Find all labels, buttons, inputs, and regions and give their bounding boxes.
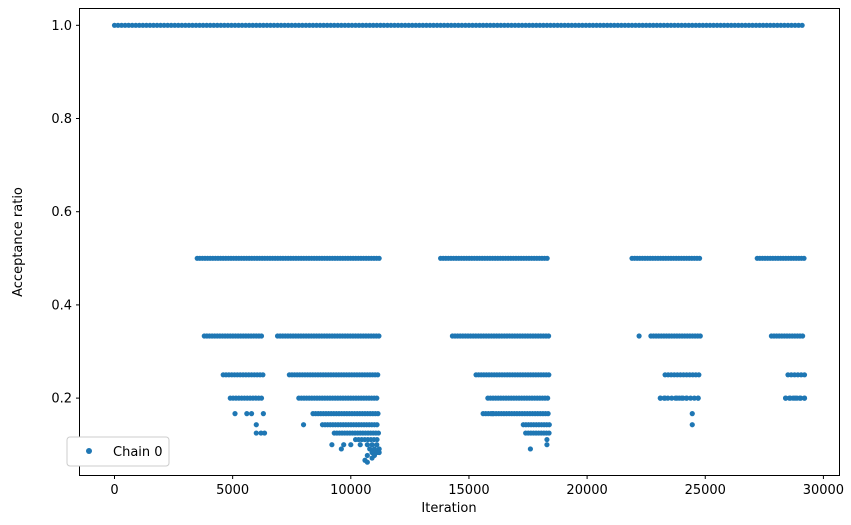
data-point [546, 422, 552, 428]
y-axis-ticks: 0.2 0.4 0.6 0.8 1.0 [51, 19, 80, 407]
data-point [546, 430, 552, 436]
data-point [348, 442, 354, 448]
data-point [374, 442, 380, 448]
legend-box [66, 436, 170, 467]
data-point [369, 442, 375, 448]
data-point [545, 333, 552, 339]
data-point [674, 395, 680, 401]
data-point [544, 255, 550, 261]
y-tick-label: 0.6 [51, 205, 72, 220]
x-axis-ticks: 0 5000 10000 15000 20000 25000 30000 [110, 475, 844, 498]
data-point [527, 446, 533, 452]
data-point [375, 411, 381, 417]
data-point [636, 333, 642, 339]
data-point [253, 422, 259, 428]
data-point [801, 255, 807, 261]
data-point [688, 395, 694, 401]
data-point [695, 395, 701, 401]
data-point [489, 411, 496, 417]
data-point [357, 442, 363, 448]
data-point [376, 255, 382, 261]
data-point [545, 395, 551, 401]
y-tick-label: 0.8 [51, 112, 72, 127]
legend-label: Chain 0 [113, 445, 163, 460]
data-point [787, 395, 793, 401]
data-point [364, 459, 370, 465]
data-point [261, 430, 268, 436]
data-point [376, 449, 382, 456]
data-point [799, 22, 805, 28]
data-point [248, 411, 255, 417]
data-point [662, 395, 668, 401]
data-point [689, 411, 695, 417]
data-point [253, 430, 259, 436]
x-tick-label: 20000 [566, 483, 607, 498]
data-point [683, 395, 689, 401]
data-point [364, 452, 370, 459]
data-point [260, 411, 266, 417]
data-point [375, 372, 381, 378]
data-point [300, 422, 307, 428]
data-point [679, 395, 685, 401]
data-point [376, 333, 382, 339]
legend: Chain 0 [66, 436, 170, 467]
data-point [364, 442, 370, 448]
data-points [111, 22, 808, 465]
data-point [783, 395, 789, 401]
data-point [545, 411, 551, 417]
data-point [544, 442, 550, 448]
data-point [544, 436, 550, 443]
data-point [374, 422, 380, 428]
data-point [260, 372, 266, 378]
data-point [657, 395, 663, 401]
data-point [329, 442, 335, 448]
data-point [696, 255, 703, 261]
plot-frame [79, 8, 840, 476]
data-point [369, 455, 375, 461]
x-tick-label: 0 [110, 483, 118, 498]
data-point [244, 411, 250, 417]
data-point [546, 372, 552, 378]
data-point [669, 395, 675, 401]
data-point [696, 372, 702, 378]
data-point [375, 430, 382, 436]
x-tick-label: 10000 [330, 483, 371, 498]
data-point [341, 442, 347, 448]
data-point [338, 446, 344, 452]
data-point [691, 395, 697, 401]
data-point [258, 333, 265, 339]
x-axis-label: Iteration [421, 501, 476, 516]
y-tick-label: 1.0 [51, 19, 72, 34]
data-point [792, 395, 798, 401]
data-point [801, 395, 808, 401]
x-tick-label: 5000 [216, 483, 249, 498]
data-point [801, 372, 808, 378]
data-point [374, 436, 380, 443]
data-point [258, 395, 265, 401]
data-point [374, 395, 380, 401]
data-point [232, 411, 238, 417]
x-tick-label: 30000 [803, 483, 844, 498]
y-tick-label: 0.4 [51, 298, 72, 313]
y-tick-label: 0.2 [51, 392, 72, 407]
data-point [800, 333, 806, 339]
data-point [689, 422, 695, 428]
legend-marker [86, 448, 92, 454]
data-point [697, 333, 703, 339]
data-point [797, 395, 803, 401]
x-tick-label: 15000 [448, 483, 489, 498]
y-axis-label: Acceptance ratio [11, 187, 26, 297]
x-tick-label: 25000 [685, 483, 726, 498]
